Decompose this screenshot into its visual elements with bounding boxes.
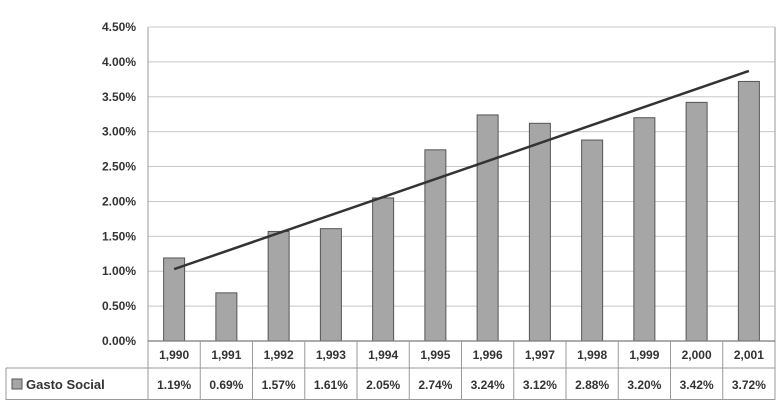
x-tick-label: 2,000: [682, 348, 712, 362]
y-tick-label: 1.00%: [102, 264, 136, 278]
y-axis-ticks: 4.50% 4.00% 3.50% 3.00% 2.50% 2.00% 1.50% 1.00%…: [102, 20, 136, 348]
x-tick-label: 2,001: [734, 348, 764, 362]
legend-label: Gasto Social: [26, 377, 105, 392]
bar: [476, 114, 499, 342]
x-tick-label: 1,993: [316, 348, 346, 362]
data-label: 2.74%: [418, 378, 452, 392]
data-table: 1,990 1.19% 1,991 0.69% 1,992 1.57% 1,993 1.61%…: [5, 340, 775, 400]
data-label: 2.05%: [366, 378, 400, 392]
x-tick-label: 1,992: [264, 348, 294, 362]
data-label: 3.72%: [732, 378, 766, 392]
bar: [163, 257, 186, 342]
x-tick-label: 1,997: [525, 348, 555, 362]
trendline-line: [173, 69, 750, 271]
x-tick-label: 1,995: [420, 348, 450, 362]
bar: [633, 117, 656, 342]
y-tick-label: 3.50%: [102, 90, 136, 104]
gridlines: [147, 26, 776, 400]
bar: [685, 101, 708, 342]
bars: [163, 80, 760, 342]
legend-swatch: [11, 378, 23, 390]
bar: [215, 292, 238, 342]
x-tick-label: 1,990: [159, 348, 189, 362]
data-label: 3.20%: [627, 378, 661, 392]
x-tick-label: 1,991: [211, 348, 241, 362]
bar: [267, 230, 290, 342]
bar: [737, 80, 760, 342]
x-tick-label: 1,994: [368, 348, 398, 362]
y-tick-label: 4.50%: [102, 20, 136, 34]
data-label: 3.42%: [680, 378, 714, 392]
data-label: 0.69%: [209, 378, 243, 392]
y-tick-label: 0.00%: [102, 334, 136, 348]
bar: [528, 122, 551, 342]
y-tick-label: 1.50%: [102, 229, 136, 243]
y-tick-label: 2.00%: [102, 194, 136, 208]
bar: [372, 197, 395, 342]
data-label: 1.61%: [314, 378, 348, 392]
data-label: 3.12%: [523, 378, 557, 392]
y-tick-label: 0.50%: [102, 299, 136, 313]
x-tick-label: 1,996: [473, 348, 503, 362]
data-label: 1.57%: [262, 378, 296, 392]
x-tick-label: 1,999: [629, 348, 659, 362]
bar: [319, 228, 342, 342]
y-tick-label: 3.00%: [102, 125, 136, 139]
y-tick-label: 4.00%: [102, 55, 136, 69]
x-tick-label: 1,998: [577, 348, 607, 362]
y-tick-label: 2.50%: [102, 160, 136, 174]
bar: [581, 139, 604, 342]
data-label: 1.19%: [157, 378, 191, 392]
data-label: 3.24%: [471, 378, 505, 392]
trendline: [173, 69, 750, 271]
data-label: 2.88%: [575, 378, 609, 392]
